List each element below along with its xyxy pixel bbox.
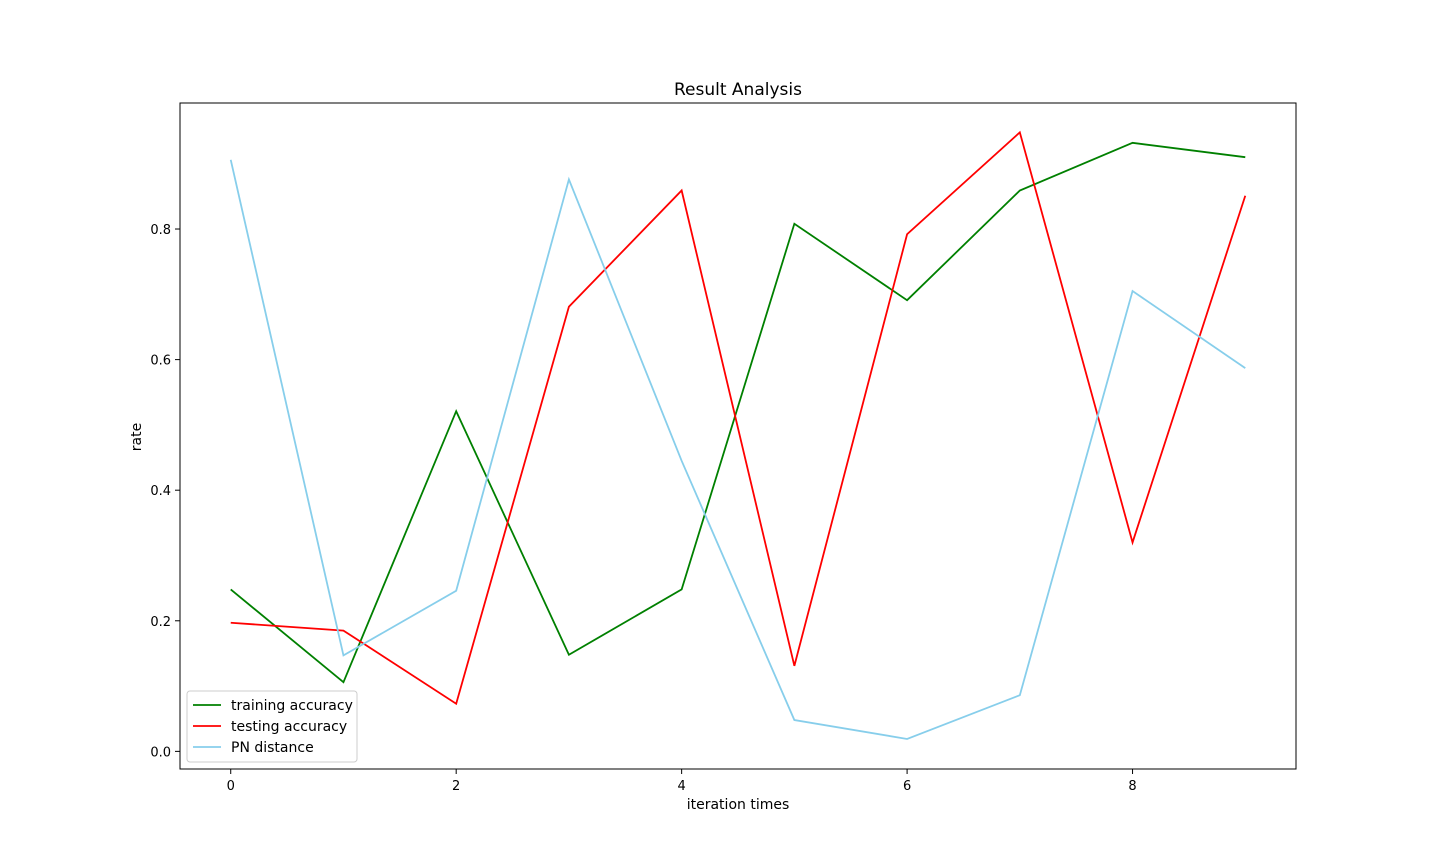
y-tick-label: 0.6 <box>150 354 171 369</box>
x-axis-title: iteration times <box>687 797 790 813</box>
x-tick-label: 0 <box>227 779 235 794</box>
series-line-pn-distance <box>229 159 1246 740</box>
x-tick-label: 8 <box>1128 779 1136 794</box>
y-tick-label: 0.4 <box>150 484 171 499</box>
plot-frame <box>179 102 1297 770</box>
y-tick-label: 0.8 <box>150 223 171 238</box>
chart-title: Result Analysis <box>674 80 802 100</box>
legend-label: training accuracy <box>231 698 353 714</box>
y-axis-title: rate <box>129 423 145 451</box>
x-tick-label: 2 <box>452 779 460 794</box>
legend-label: testing accuracy <box>231 719 347 735</box>
y-tick-label: 0.2 <box>150 615 171 630</box>
series-line-testing-accuracy <box>230 130 1247 706</box>
series-line-training-accuracy <box>230 141 1246 684</box>
x-tick-label: 6 <box>903 779 911 794</box>
x-tick-label: 4 <box>677 779 685 794</box>
y-tick-label: 0.0 <box>150 745 171 760</box>
plot-marks: 0 2 4 6 8 0.0 0.2 0.4 0.6 0.8 <box>150 130 1247 794</box>
legend-box <box>186 690 358 763</box>
legend-label: PN distance <box>231 740 314 756</box>
legend: training accuracy testing accuracy PN dist… <box>186 690 358 763</box>
